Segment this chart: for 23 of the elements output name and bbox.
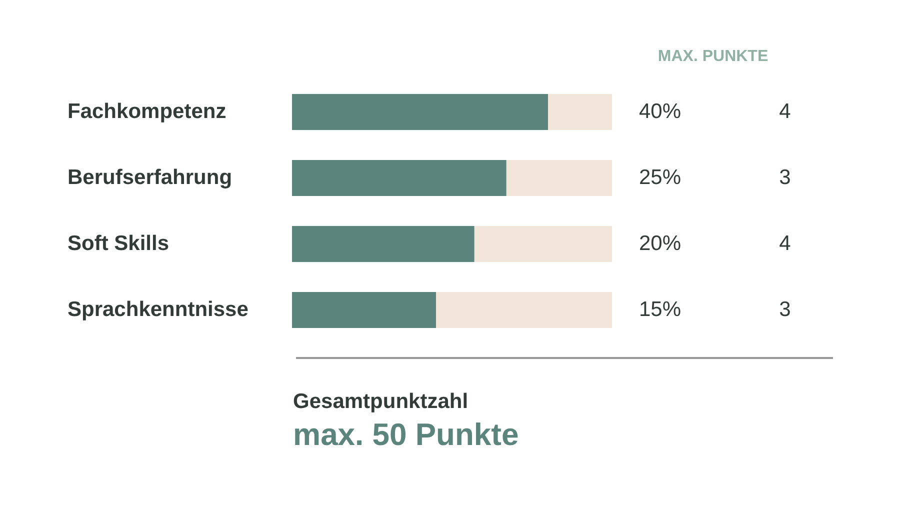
y-tick-label: Sprachkenntnisse (68, 298, 248, 321)
bar (292, 94, 548, 130)
text: 40% (639, 100, 682, 123)
y-tick-label: Fachkompetenz (68, 100, 226, 123)
bar (474, 226, 612, 262)
bar (548, 94, 612, 130)
bar (436, 292, 612, 328)
text: 15% (639, 298, 682, 321)
y-tick-label: Berufserfahrung (68, 166, 232, 189)
text: max. 50 Punkte (293, 417, 519, 452)
bar (506, 160, 612, 196)
bar (292, 292, 436, 328)
text: 3 (779, 166, 791, 189)
text: MAX. PUNKTE (658, 48, 768, 65)
text: 4 (779, 100, 792, 123)
text: Gesamtpunktzahl (293, 390, 468, 413)
text: 3 (779, 298, 791, 321)
text: 25% (639, 166, 682, 189)
bar (292, 226, 474, 262)
text: 4 (779, 232, 792, 255)
text: 20% (639, 232, 682, 255)
y-tick-label: Soft Skills (68, 232, 170, 255)
bar (292, 160, 506, 196)
